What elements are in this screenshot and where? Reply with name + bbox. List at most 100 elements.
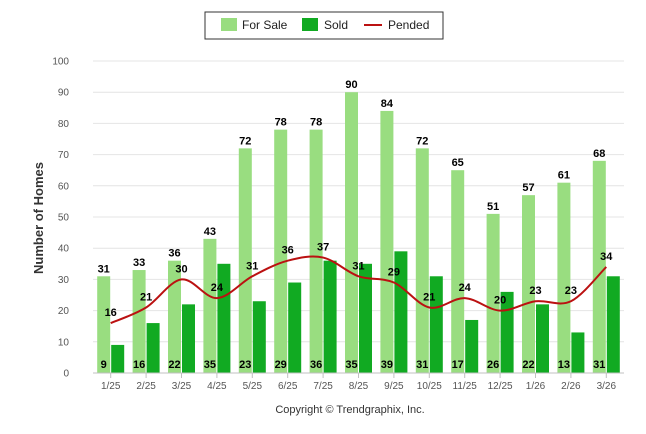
bar-for-sale xyxy=(522,195,535,373)
y-axis-ticks: 0 10 20 30 40 50 60 70 80 90 100 xyxy=(52,57,69,380)
legend-swatch-for-sale xyxy=(221,18,237,31)
y-tick-label: 90 xyxy=(58,88,70,99)
data-label-sold: 23 xyxy=(239,359,251,371)
bar-sold xyxy=(536,304,549,373)
data-label-for-sale: 78 xyxy=(275,117,287,129)
x-tick-label: 9/25 xyxy=(384,381,404,392)
bar-for-sale xyxy=(592,160,606,373)
bar-for-sale xyxy=(168,260,181,373)
data-label-pended: 16 xyxy=(105,307,117,319)
bar-for-sale xyxy=(415,148,429,373)
data-label-pended: 24 xyxy=(211,282,224,294)
y-tick-label: 30 xyxy=(58,275,70,286)
bar-for-sale xyxy=(557,182,571,373)
bar-sold xyxy=(146,323,160,373)
legend-label-pended[interactable]: Pended xyxy=(388,18,429,32)
y-tick-label: 80 xyxy=(58,119,70,130)
y-tick-label: 50 xyxy=(58,213,70,224)
x-tick-label: 4/25 xyxy=(207,381,227,392)
bar-for-sale xyxy=(97,276,111,373)
bar-sold xyxy=(182,304,195,373)
data-label-for-sale: 65 xyxy=(452,157,464,169)
y-tick-label: 20 xyxy=(58,306,70,317)
data-label-sold: 35 xyxy=(345,359,357,371)
bar-for-sale xyxy=(380,110,394,374)
bar-sold xyxy=(429,276,443,373)
y-tick-label: 0 xyxy=(63,369,69,380)
data-label-sold: 22 xyxy=(168,359,180,371)
y-axis-title: Number of Homes xyxy=(31,162,46,274)
bar-sold xyxy=(359,263,372,373)
legend-swatch-sold xyxy=(302,18,318,31)
bar-for-sale xyxy=(486,213,500,373)
data-label-for-sale: 33 xyxy=(133,257,145,269)
y-tick-label: 60 xyxy=(58,181,70,192)
data-label-for-sale: 84 xyxy=(381,98,394,110)
x-tick-label: 12/25 xyxy=(488,381,513,392)
copyright-credit: Copyright © Trendgraphix, Inc. xyxy=(275,404,424,416)
data-label-pended: 21 xyxy=(423,291,435,303)
bar-sold xyxy=(606,276,620,373)
bar-for-sale xyxy=(238,148,252,373)
y-tick-label: 10 xyxy=(58,337,70,348)
data-label-pended: 30 xyxy=(175,263,187,275)
data-label-pended: 37 xyxy=(317,242,329,254)
bar-sold xyxy=(323,260,337,373)
data-label-sold: 22 xyxy=(522,359,534,371)
data-label-sold: 39 xyxy=(381,359,393,371)
data-label-for-sale: 36 xyxy=(168,248,180,260)
x-tick-label: 1/26 xyxy=(526,381,546,392)
x-tick-label: 11/25 xyxy=(453,381,478,392)
data-label-sold: 31 xyxy=(416,359,428,371)
data-label-pended: 21 xyxy=(140,291,152,303)
bar-for-sale xyxy=(203,238,217,373)
legend-label-for-sale[interactable]: For Sale xyxy=(242,18,288,32)
data-label-sold: 17 xyxy=(452,359,464,371)
y-tick-label: 40 xyxy=(58,244,70,255)
bar-sold xyxy=(571,332,585,373)
legend[interactable]: For Sale Sold Pended xyxy=(204,11,444,40)
legend-label-sold[interactable]: Sold xyxy=(324,18,348,32)
data-label-pended: 24 xyxy=(459,282,472,294)
data-label-pended: 31 xyxy=(352,260,364,272)
data-label-pended: 31 xyxy=(246,260,258,272)
series-pended xyxy=(110,255,608,324)
data-label-for-sale: 43 xyxy=(204,226,216,238)
data-label-for-sale: 72 xyxy=(239,135,251,147)
x-tick-label: 10/25 xyxy=(417,381,442,392)
series-sold xyxy=(111,251,620,373)
x-tick-label: 5/25 xyxy=(243,381,263,392)
bar-sold xyxy=(111,344,125,373)
data-labels: 31 9 33 16 36 22 43 35 72 23 78 29 78 36 90 35 84 39 72 31 6… xyxy=(98,79,614,371)
y-tick-label: 100 xyxy=(52,57,69,68)
bar-for-sale xyxy=(451,170,465,373)
data-label-pended: 23 xyxy=(565,285,577,297)
data-label-pended: 29 xyxy=(388,267,400,279)
x-tick-label: 2/25 xyxy=(136,381,156,392)
data-label-for-sale: 78 xyxy=(310,117,322,129)
bar-sold xyxy=(288,282,302,373)
data-label-sold: 31 xyxy=(593,359,605,371)
data-label-sold: 13 xyxy=(558,359,570,371)
data-label-for-sale: 72 xyxy=(416,135,428,147)
bar-sold xyxy=(394,251,408,373)
x-tick-label: 7/25 xyxy=(313,381,333,392)
data-label-pended: 34 xyxy=(600,251,613,263)
data-label-for-sale: 51 xyxy=(487,201,499,213)
bar-sold xyxy=(217,263,231,373)
data-label-sold: 9 xyxy=(101,359,107,371)
bar-for-sale xyxy=(309,129,323,373)
data-label-for-sale: 57 xyxy=(522,182,534,194)
y-tick-label: 70 xyxy=(58,150,70,161)
x-tick-label: 2/26 xyxy=(561,381,581,392)
x-tick-label: 1/25 xyxy=(101,381,121,392)
data-label-pended: 20 xyxy=(494,295,506,307)
legend-box xyxy=(204,11,444,40)
bar-for-sale xyxy=(274,129,288,373)
data-label-pended: 36 xyxy=(282,245,294,257)
bar-for-sale xyxy=(132,270,146,373)
bar-sold xyxy=(465,319,479,373)
data-label-sold: 29 xyxy=(275,359,287,371)
data-label-sold: 35 xyxy=(204,359,216,371)
